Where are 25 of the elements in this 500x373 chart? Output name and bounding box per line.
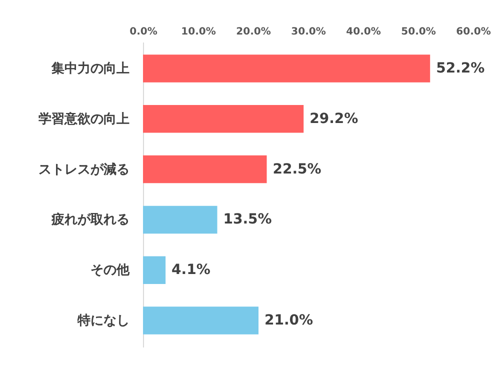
data-label: 4.1% (172, 262, 210, 278)
y-tick-label: 学習意欲の向上 (38, 110, 130, 127)
data-label: 22.5% (272, 161, 322, 178)
y-tick-label: ストレスが減る (38, 162, 130, 178)
x-tick-label: 10.0% (181, 26, 216, 38)
bar (143, 206, 218, 234)
x-tick-label: 20.0% (236, 26, 271, 38)
data-label: 21.0% (264, 312, 314, 329)
x-tick-label: 40.0% (346, 26, 381, 38)
x-tick-label: 30.0% (291, 26, 326, 38)
y-tick-label: 疲れが取れる (50, 212, 130, 228)
y-tick-label: 集中力の向上 (50, 61, 130, 76)
bar (143, 105, 304, 133)
data-label: 29.2% (310, 110, 358, 127)
data-label: 13.5% (223, 212, 272, 228)
data-label: 52.2% (436, 60, 485, 76)
bar (143, 256, 166, 284)
bar (143, 155, 267, 184)
y-tick-label: 特になし (76, 314, 130, 329)
x-tick-label: 60.0% (456, 26, 491, 38)
x-tick-label: 0.0% (130, 26, 158, 38)
y-tick-label: その他 (90, 263, 130, 278)
bar (143, 306, 258, 334)
bar (143, 54, 430, 82)
x-tick-label: 50.0% (401, 26, 436, 38)
